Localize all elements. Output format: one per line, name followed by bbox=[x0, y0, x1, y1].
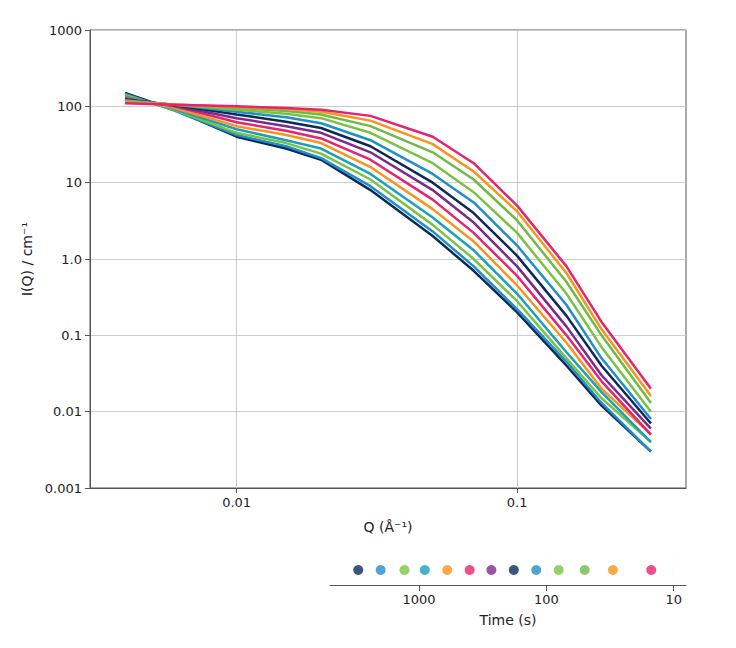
svg-text:10: 10 bbox=[665, 592, 682, 607]
svg-text:0.1: 0.1 bbox=[507, 495, 528, 510]
svg-text:0.01: 0.01 bbox=[222, 495, 251, 510]
svg-text:100: 100 bbox=[57, 99, 82, 114]
svg-text:100: 100 bbox=[534, 592, 559, 607]
svg-text:1.0: 1.0 bbox=[61, 252, 82, 267]
svg-text:Time (s): Time (s) bbox=[479, 612, 537, 628]
svg-text:0.001: 0.001 bbox=[45, 481, 82, 496]
svg-text:1000: 1000 bbox=[49, 23, 82, 38]
svg-text:0.1: 0.1 bbox=[61, 328, 82, 343]
svg-text:Q (Å⁻¹): Q (Å⁻¹) bbox=[364, 519, 413, 535]
svg-text:10: 10 bbox=[65, 175, 82, 190]
svg-text:1000: 1000 bbox=[402, 592, 435, 607]
svg-text:I(Q) / cm⁻¹: I(Q) / cm⁻¹ bbox=[19, 222, 35, 296]
svg-text:0.01: 0.01 bbox=[53, 404, 82, 419]
